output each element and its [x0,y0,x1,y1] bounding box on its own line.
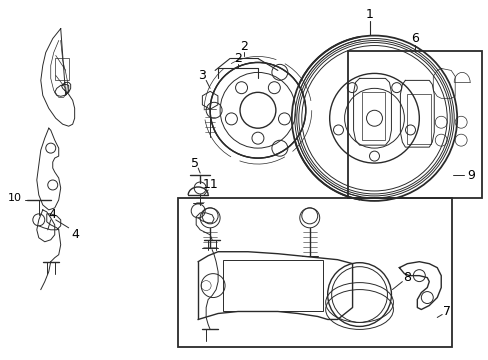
Circle shape [210,62,305,158]
Circle shape [278,113,290,125]
Text: 6: 6 [410,32,418,45]
Circle shape [268,82,280,94]
Text: 11: 11 [202,179,218,192]
Text: 3: 3 [198,69,205,82]
Bar [178,198,451,347]
Circle shape [251,132,264,144]
Bar [407,94,430,144]
Text: 4: 4 [49,208,57,221]
Text: 9: 9 [466,168,474,181]
Text: 8: 8 [403,271,410,284]
Text: 4: 4 [72,228,80,241]
Text: 10: 10 [8,193,22,203]
Bar [223,260,322,311]
Text: 2: 2 [234,52,242,65]
Circle shape [235,82,247,94]
Text: 7: 7 [442,305,450,318]
Circle shape [225,113,237,125]
Text: 5: 5 [191,157,199,170]
Bar [55,58,68,80]
Text: 2: 2 [240,40,247,53]
Text: 1: 1 [365,8,373,21]
Bar [361,92,385,140]
Bar [347,50,481,198]
